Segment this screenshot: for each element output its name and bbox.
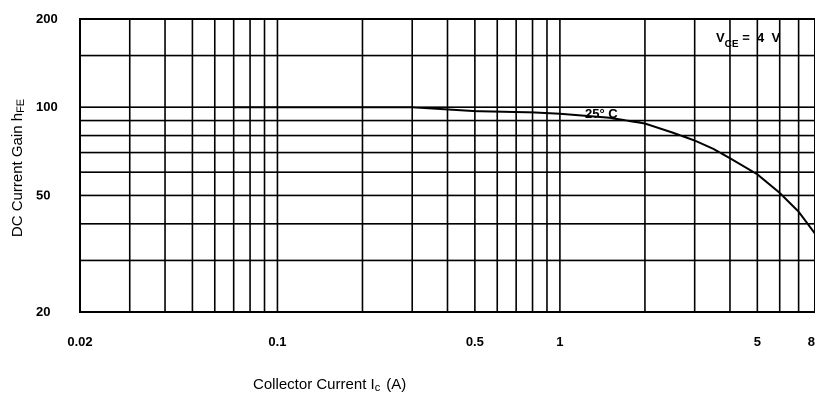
y-axis-title-subscript: FE xyxy=(15,99,27,113)
x-tick-label: 8 xyxy=(808,334,815,349)
y-tick-label: 20 xyxy=(36,304,50,319)
x-tick-label: 5 xyxy=(754,334,761,349)
gain-curve-25c xyxy=(233,106,815,235)
y-tick-label: 50 xyxy=(36,187,50,202)
grid xyxy=(79,18,815,313)
y-axis-title: DC Current Gain hFE xyxy=(9,99,27,237)
y-tick-labels: 20 50 100 200 xyxy=(36,11,58,319)
y-tick-label: 100 xyxy=(36,99,58,114)
x-tick-labels: 0.02 0.1 0.5 1 5 8 xyxy=(67,334,815,349)
series-group xyxy=(233,106,815,235)
x-tick-label: 0.1 xyxy=(268,334,286,349)
x-axis-title: Collector Current Ic (A) xyxy=(253,376,406,394)
plot-border xyxy=(79,18,815,313)
x-tick-label: 0.02 xyxy=(67,334,92,349)
plot-frame xyxy=(79,18,815,313)
x-tick-label: 0.5 xyxy=(466,334,484,349)
x-tick-label: 1 xyxy=(556,334,563,349)
y-tick-label: 200 xyxy=(36,11,58,26)
vce-annotation-subscript: CE xyxy=(725,39,739,50)
vce-annotation: VCE = 4 V xyxy=(716,30,780,50)
x-axis-title-subscript: c xyxy=(375,382,381,394)
temperature-annotation: 25° C xyxy=(585,106,618,121)
